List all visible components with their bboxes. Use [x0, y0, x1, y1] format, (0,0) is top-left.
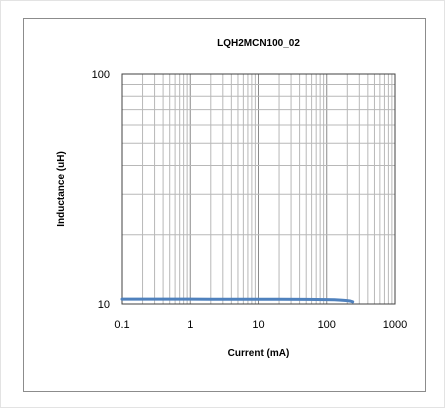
y-tick-label: 100	[92, 69, 110, 81]
tick-layer: 0.1 1 10 100 1000 10 100	[92, 69, 408, 331]
x-tick-label: 10	[252, 319, 264, 331]
y-axis-label: Inductance (uH)	[56, 151, 67, 227]
x-tick-label: 100	[318, 319, 336, 331]
y-tick-label: 10	[98, 299, 110, 311]
x-tick-label: 1	[187, 319, 193, 331]
grid-layer	[121, 74, 395, 305]
chart-area: 0.1 1 10 100 1000 10 100 LQH2MCN100_02 Current…	[23, 18, 426, 392]
x-tick-label: 1000	[383, 319, 407, 331]
chart-title: LQH2MCN100_02	[217, 38, 300, 49]
series-layer	[120, 297, 355, 304]
x-tick-label: 0.1	[114, 319, 129, 331]
x-axis-label: Current (mA)	[228, 348, 290, 359]
series-line	[120, 297, 355, 304]
chart-svg: 0.1 1 10 100 1000 10 100 LQH2MCN100_02 Current…	[56, 38, 408, 359]
plot-border	[121, 73, 396, 305]
